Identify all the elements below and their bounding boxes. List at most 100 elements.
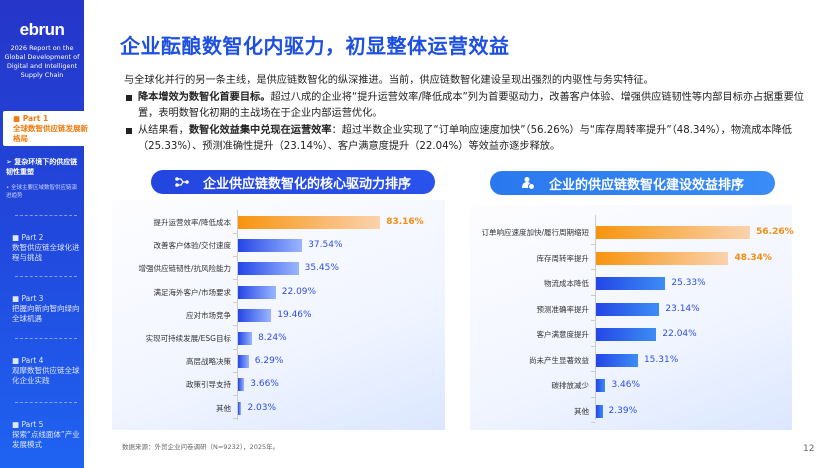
part-number: ■ Part 1	[13, 114, 49, 123]
value-label: 35.45%	[304, 263, 339, 274]
value-label: 37.54%	[308, 240, 343, 251]
value-label: 22.09%	[281, 286, 317, 297]
sidebar-part-4[interactable]: ■ Part 4 观摩数智供应链全球化企业实践	[12, 356, 82, 386]
sidebar-part-1[interactable]: ■ Part 1 全球数智供应链发展新格局	[3, 111, 89, 146]
value-label: 23.14%	[665, 303, 700, 314]
axis-tick	[233, 418, 237, 420]
axis-tick	[233, 255, 237, 257]
chart-header-drivers: 企业供应链数智化的核心驱动力排序	[151, 170, 435, 194]
axis-tick	[233, 395, 237, 396]
bar	[596, 379, 606, 392]
category-label: 订单响应速度加快/履行周期缩短	[481, 228, 589, 237]
bar	[238, 239, 303, 253]
bar	[596, 328, 657, 341]
data-source: 数据来源：外贸企业问卷调研（N=9232），2025年。	[122, 443, 280, 451]
category-label: 其他	[216, 403, 231, 413]
bullet-bold: 数智化效益集中兑现在运营效率	[188, 124, 332, 136]
part-title: 探索“点线面体”产业发展模式	[12, 430, 80, 449]
value-label: 2.39%	[608, 405, 638, 416]
bullet-bold: 降本增效为数智化首要目标。	[138, 91, 271, 103]
intro-text: 与全球化并行的另一条主线，是供应链数智化的纵深推进。当前，供应链数智化建设呈现出…	[124, 73, 814, 156]
value-label: 48.34%	[734, 252, 772, 263]
bar	[238, 285, 276, 299]
divider	[15, 276, 77, 277]
sidebar: ebrun 2026 Report on the Global Developm…	[0, 0, 89, 468]
part-number: ■ Part 2	[12, 233, 44, 242]
bar	[238, 216, 381, 229]
divider	[15, 215, 77, 216]
page-title: 企业酝酿数智化内驱力，初显整体运营效益	[120, 34, 510, 58]
category-label: 应对市场竞争	[186, 310, 231, 320]
category-label: 预测准确率提升	[536, 304, 590, 314]
value-label: 56.26%	[756, 227, 794, 237]
category-label: 物流成本降低	[544, 279, 589, 288]
value-label: 3.66%	[250, 379, 279, 390]
network-icon	[175, 177, 189, 187]
sidebar-sub-section[interactable]: • 全球主要区域数智供应链演进趋势	[6, 185, 77, 199]
money-person-icon	[521, 177, 535, 190]
category-label: 碳排放减少	[551, 381, 590, 390]
category-label: 提升运营效率/降低成本	[153, 218, 231, 227]
category-label: 高层战略决策	[186, 357, 231, 367]
value-label: 83.16%	[386, 217, 424, 227]
bar	[596, 251, 729, 265]
part-number: ■ Part 4	[12, 356, 44, 365]
axis-line	[237, 210, 238, 420]
category-label: 库存周转率提升	[536, 253, 590, 263]
axis-tick	[591, 294, 595, 296]
divider	[15, 338, 77, 339]
axis-tick	[233, 371, 237, 373]
bar	[596, 353, 638, 367]
sidebar-part-3[interactable]: ■ Part 3 把握向新向智向绿向全球机遇	[12, 294, 82, 324]
category-label: 改善客户体验/交付速度	[153, 241, 231, 251]
divider	[15, 402, 77, 403]
value-label: 6.29%	[254, 356, 284, 367]
value-label: 2.03%	[247, 402, 277, 413]
ebrun-logo: ebrun	[19, 20, 65, 39]
category-label: 增强供应链韧性/抗风险能力	[138, 264, 231, 274]
bullet-text: ：超过半数企业实现了“订单响应速度加快”（56.26%）与“库存周转率提升”（4…	[138, 124, 792, 153]
bar	[238, 308, 272, 322]
part-title: 把握向新向智向绿向全球机遇	[12, 304, 80, 323]
category-label: 政策引导支持	[186, 380, 231, 390]
chart-title: 企业供应链数智化的核心驱动力排序	[202, 176, 411, 192]
bar	[238, 355, 249, 369]
value-label: 15.31%	[643, 354, 679, 365]
axis-tick	[233, 232, 237, 234]
bar	[596, 277, 666, 290]
category-label: 满足海外客户/市场要求	[153, 287, 231, 297]
chart-header-benefits: 企业的供应链数智化建设效益排序	[490, 171, 775, 195]
value-label: 22.04%	[662, 329, 697, 339]
axis-tick	[233, 348, 237, 350]
sidebar-current-section[interactable]: ➢ 复杂环境下的供应链韧性重塑	[6, 158, 78, 176]
bar	[596, 404, 603, 418]
bullet-prefix: 从结果看，	[138, 124, 189, 136]
axis-tick	[233, 325, 237, 327]
axis-tick	[591, 243, 595, 245]
bar	[596, 226, 751, 239]
chart-panel-drivers	[112, 200, 445, 430]
axis-tick	[591, 269, 595, 271]
sidebar-part-5[interactable]: ■ Part 5 探索“点线面体”产业发展模式	[12, 420, 82, 450]
bar	[238, 332, 253, 345]
bullet-2: 从结果看，数智化效益集中兑现在运营效率：超过半数企业实现了“订单响应速度加快”（…	[124, 123, 814, 156]
value-label: 8.24%	[258, 333, 287, 343]
bar	[238, 378, 245, 392]
part-title: 全球数智供应链发展新格局	[13, 124, 88, 143]
sidebar-part-2[interactable]: ■ Part 2 数智供应链全球化进程与挑战	[12, 233, 82, 263]
intro-paragraph: 与全球化并行的另一条主线，是供应链数智化的纵深推进。当前，供应链数智化建设呈现出…	[124, 75, 654, 86]
axis-tick	[591, 345, 595, 347]
category-label: 尚未产生显著效益	[529, 355, 589, 365]
axis-line	[595, 215, 596, 420]
chart-panel-benefits	[470, 205, 792, 430]
part-number: ■ Part 3	[12, 294, 44, 303]
axis-tick	[233, 302, 237, 304]
bullet-1: 降本增效为数智化首要目标。超过八成的企业将“提升运营效率/降低成本”列为首要驱动…	[124, 90, 814, 123]
axis-tick	[591, 320, 595, 322]
bullet-text: 超过八成的企业将“提升运营效率/降低成本”列为首要驱动力，改善客户体验、增强供应…	[138, 91, 804, 120]
value-label: 25.33%	[671, 278, 706, 288]
category-label: 其他	[574, 406, 589, 416]
page-number: 12	[803, 444, 815, 454]
report-subtitle: 2026 Report on the Global Development of…	[4, 44, 80, 79]
axis-tick	[591, 396, 595, 398]
